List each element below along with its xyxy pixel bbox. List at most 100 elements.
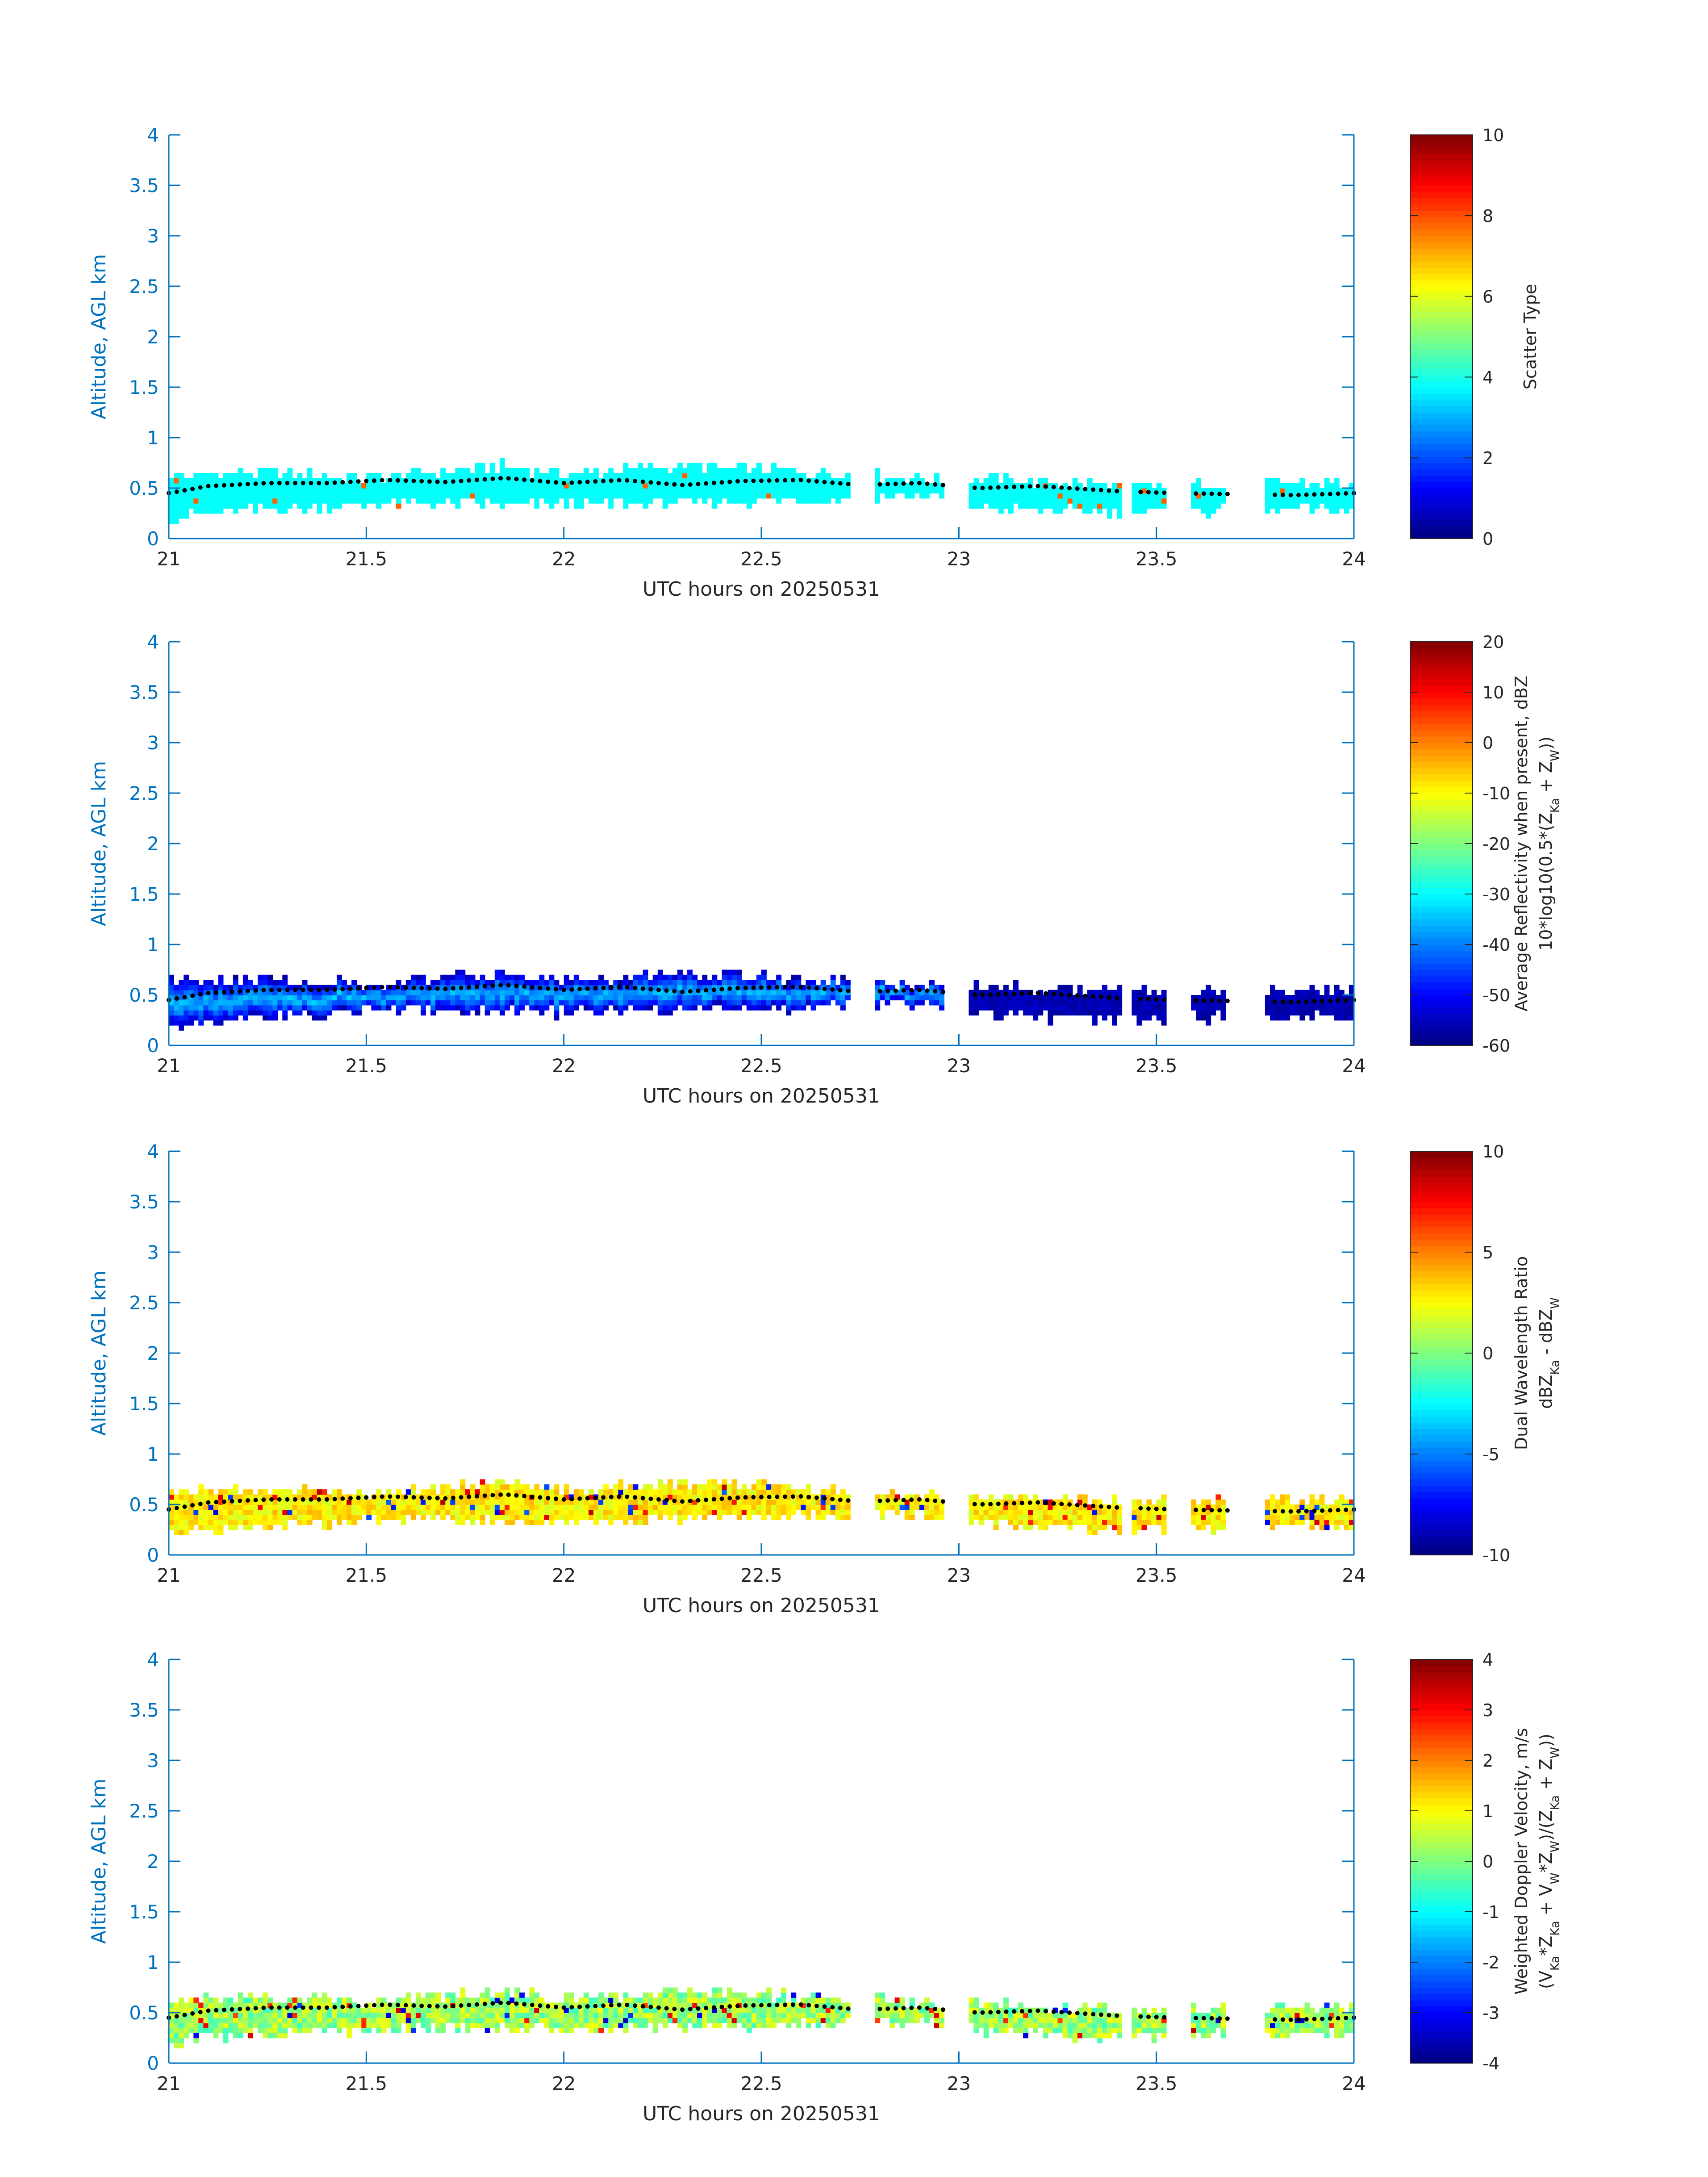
heatmap-cell — [524, 493, 530, 499]
heatmap-cell — [899, 995, 905, 1001]
heatmap-cell — [1270, 990, 1275, 995]
heatmap-cell — [203, 493, 209, 499]
heatmap-cell — [1112, 1020, 1117, 1026]
heatmap-cell — [193, 1015, 199, 1021]
heatmap-cell — [307, 1010, 313, 1015]
heatmap-cell — [761, 1484, 767, 1490]
heatmap-cell — [1309, 1519, 1315, 1525]
reference-dot — [372, 478, 376, 483]
heatmap-cell — [267, 2022, 273, 2028]
reference-dot — [1194, 491, 1199, 496]
heatmap-cell — [791, 468, 797, 473]
y-axis-label: Altitude, AGL km — [88, 761, 110, 926]
heatmap-cell — [1102, 483, 1107, 489]
heatmap-cell — [233, 503, 238, 509]
heatmap-cell — [272, 2018, 278, 2023]
heatmap-cell — [825, 478, 831, 484]
heatmap-cell — [179, 1504, 184, 1510]
reference-dot — [285, 1497, 290, 1502]
heatmap-cell — [761, 995, 767, 1001]
reference-dot — [498, 983, 503, 987]
heatmap-cell — [766, 1000, 772, 1006]
heatmap-cell — [302, 1519, 308, 1525]
heatmap-cell — [801, 1494, 806, 1500]
heatmap-cell — [909, 1000, 915, 1006]
heatmap-cell — [505, 1519, 510, 1525]
heatmap-cell — [786, 1000, 792, 1006]
heatmap-cell — [736, 468, 742, 473]
heatmap-cell — [258, 1494, 263, 1500]
y-tick-label: 3.5 — [129, 175, 159, 196]
heatmap-cell — [1319, 1499, 1325, 1505]
heatmap-cell — [633, 468, 639, 473]
heatmap-cell — [450, 1000, 456, 1006]
heatmap-cell — [573, 1000, 579, 1006]
heatmap-cell — [1028, 995, 1033, 1001]
heatmap-cell — [786, 995, 792, 1001]
heatmap-cell — [623, 1504, 629, 1510]
heatmap-cell — [465, 1504, 471, 1510]
heatmap-cell — [820, 1489, 826, 1495]
reference-dot — [427, 986, 432, 991]
reference-dot — [490, 983, 495, 988]
heatmap-cell — [717, 473, 722, 479]
heatmap-cell — [242, 503, 248, 509]
heatmap-cell — [1097, 508, 1102, 514]
heatmap-cell — [564, 1010, 569, 1015]
heatmap-cell — [1280, 1005, 1285, 1011]
heatmap-cell — [277, 1005, 283, 1011]
heatmap-cell — [1161, 1509, 1167, 1515]
heatmap-cell — [263, 990, 268, 995]
heatmap-cell — [421, 1489, 426, 1495]
heatmap-cell — [1038, 493, 1044, 499]
heatmap-cell — [1275, 1005, 1280, 1011]
reference-dot — [1138, 996, 1143, 1001]
heatmap-cell — [326, 2002, 332, 2008]
heatmap-cell — [712, 980, 718, 986]
heatmap-cell — [326, 1997, 332, 2003]
heatmap-cell — [1295, 503, 1300, 509]
heatmap-cell — [1107, 990, 1112, 995]
heatmap-cell — [1136, 1499, 1142, 1505]
heatmap-cell — [509, 468, 515, 473]
heatmap-cell — [608, 1514, 614, 1520]
heatmap-cell — [1319, 1519, 1325, 1525]
heatmap-cell — [326, 483, 332, 489]
heatmap-cell — [810, 483, 816, 489]
heatmap-cell — [489, 1514, 495, 1520]
heatmap-cell — [573, 1509, 579, 1515]
heatmap-cell — [697, 1504, 703, 1510]
heatmap-cell — [1107, 1514, 1112, 1520]
heatmap-cell — [598, 1494, 604, 1500]
heatmap-cell — [549, 1499, 555, 1505]
colorbar-segment — [1410, 944, 1473, 951]
heatmap-cell — [1062, 503, 1068, 509]
heatmap-cell — [1136, 1015, 1142, 1021]
x-tick-label: 23 — [947, 1564, 971, 1586]
heatmap-cell — [1043, 1525, 1048, 1530]
heatmap-cell — [263, 478, 268, 484]
heatmap-cell — [1201, 503, 1207, 509]
heatmap-cell — [1299, 995, 1305, 1001]
heatmap-cell — [1285, 498, 1290, 504]
heatmap-cell — [697, 1489, 703, 1495]
heatmap-cell — [529, 990, 535, 995]
heatmap-cell — [554, 498, 560, 504]
heatmap-cell — [998, 503, 1004, 509]
heatmap-cell — [578, 478, 584, 484]
heatmap-cell — [1077, 498, 1083, 504]
heatmap-cell — [179, 508, 184, 514]
heatmap-cell — [771, 1000, 777, 1006]
heatmap-cell — [460, 1005, 466, 1011]
heatmap-cell — [702, 1494, 708, 1500]
heatmap-cell — [415, 1504, 421, 1510]
heatmap-cell — [312, 1000, 317, 1006]
heatmap-cell — [238, 1005, 243, 1011]
heatmap-cell — [544, 1509, 550, 1515]
heatmap-cell — [356, 1010, 362, 1015]
heatmap-cell — [969, 995, 974, 1001]
heatmap-cell — [242, 1997, 248, 2003]
reference-dot — [1328, 1508, 1332, 1513]
heatmap-cell — [657, 1484, 663, 1490]
heatmap-cell — [263, 1000, 268, 1006]
